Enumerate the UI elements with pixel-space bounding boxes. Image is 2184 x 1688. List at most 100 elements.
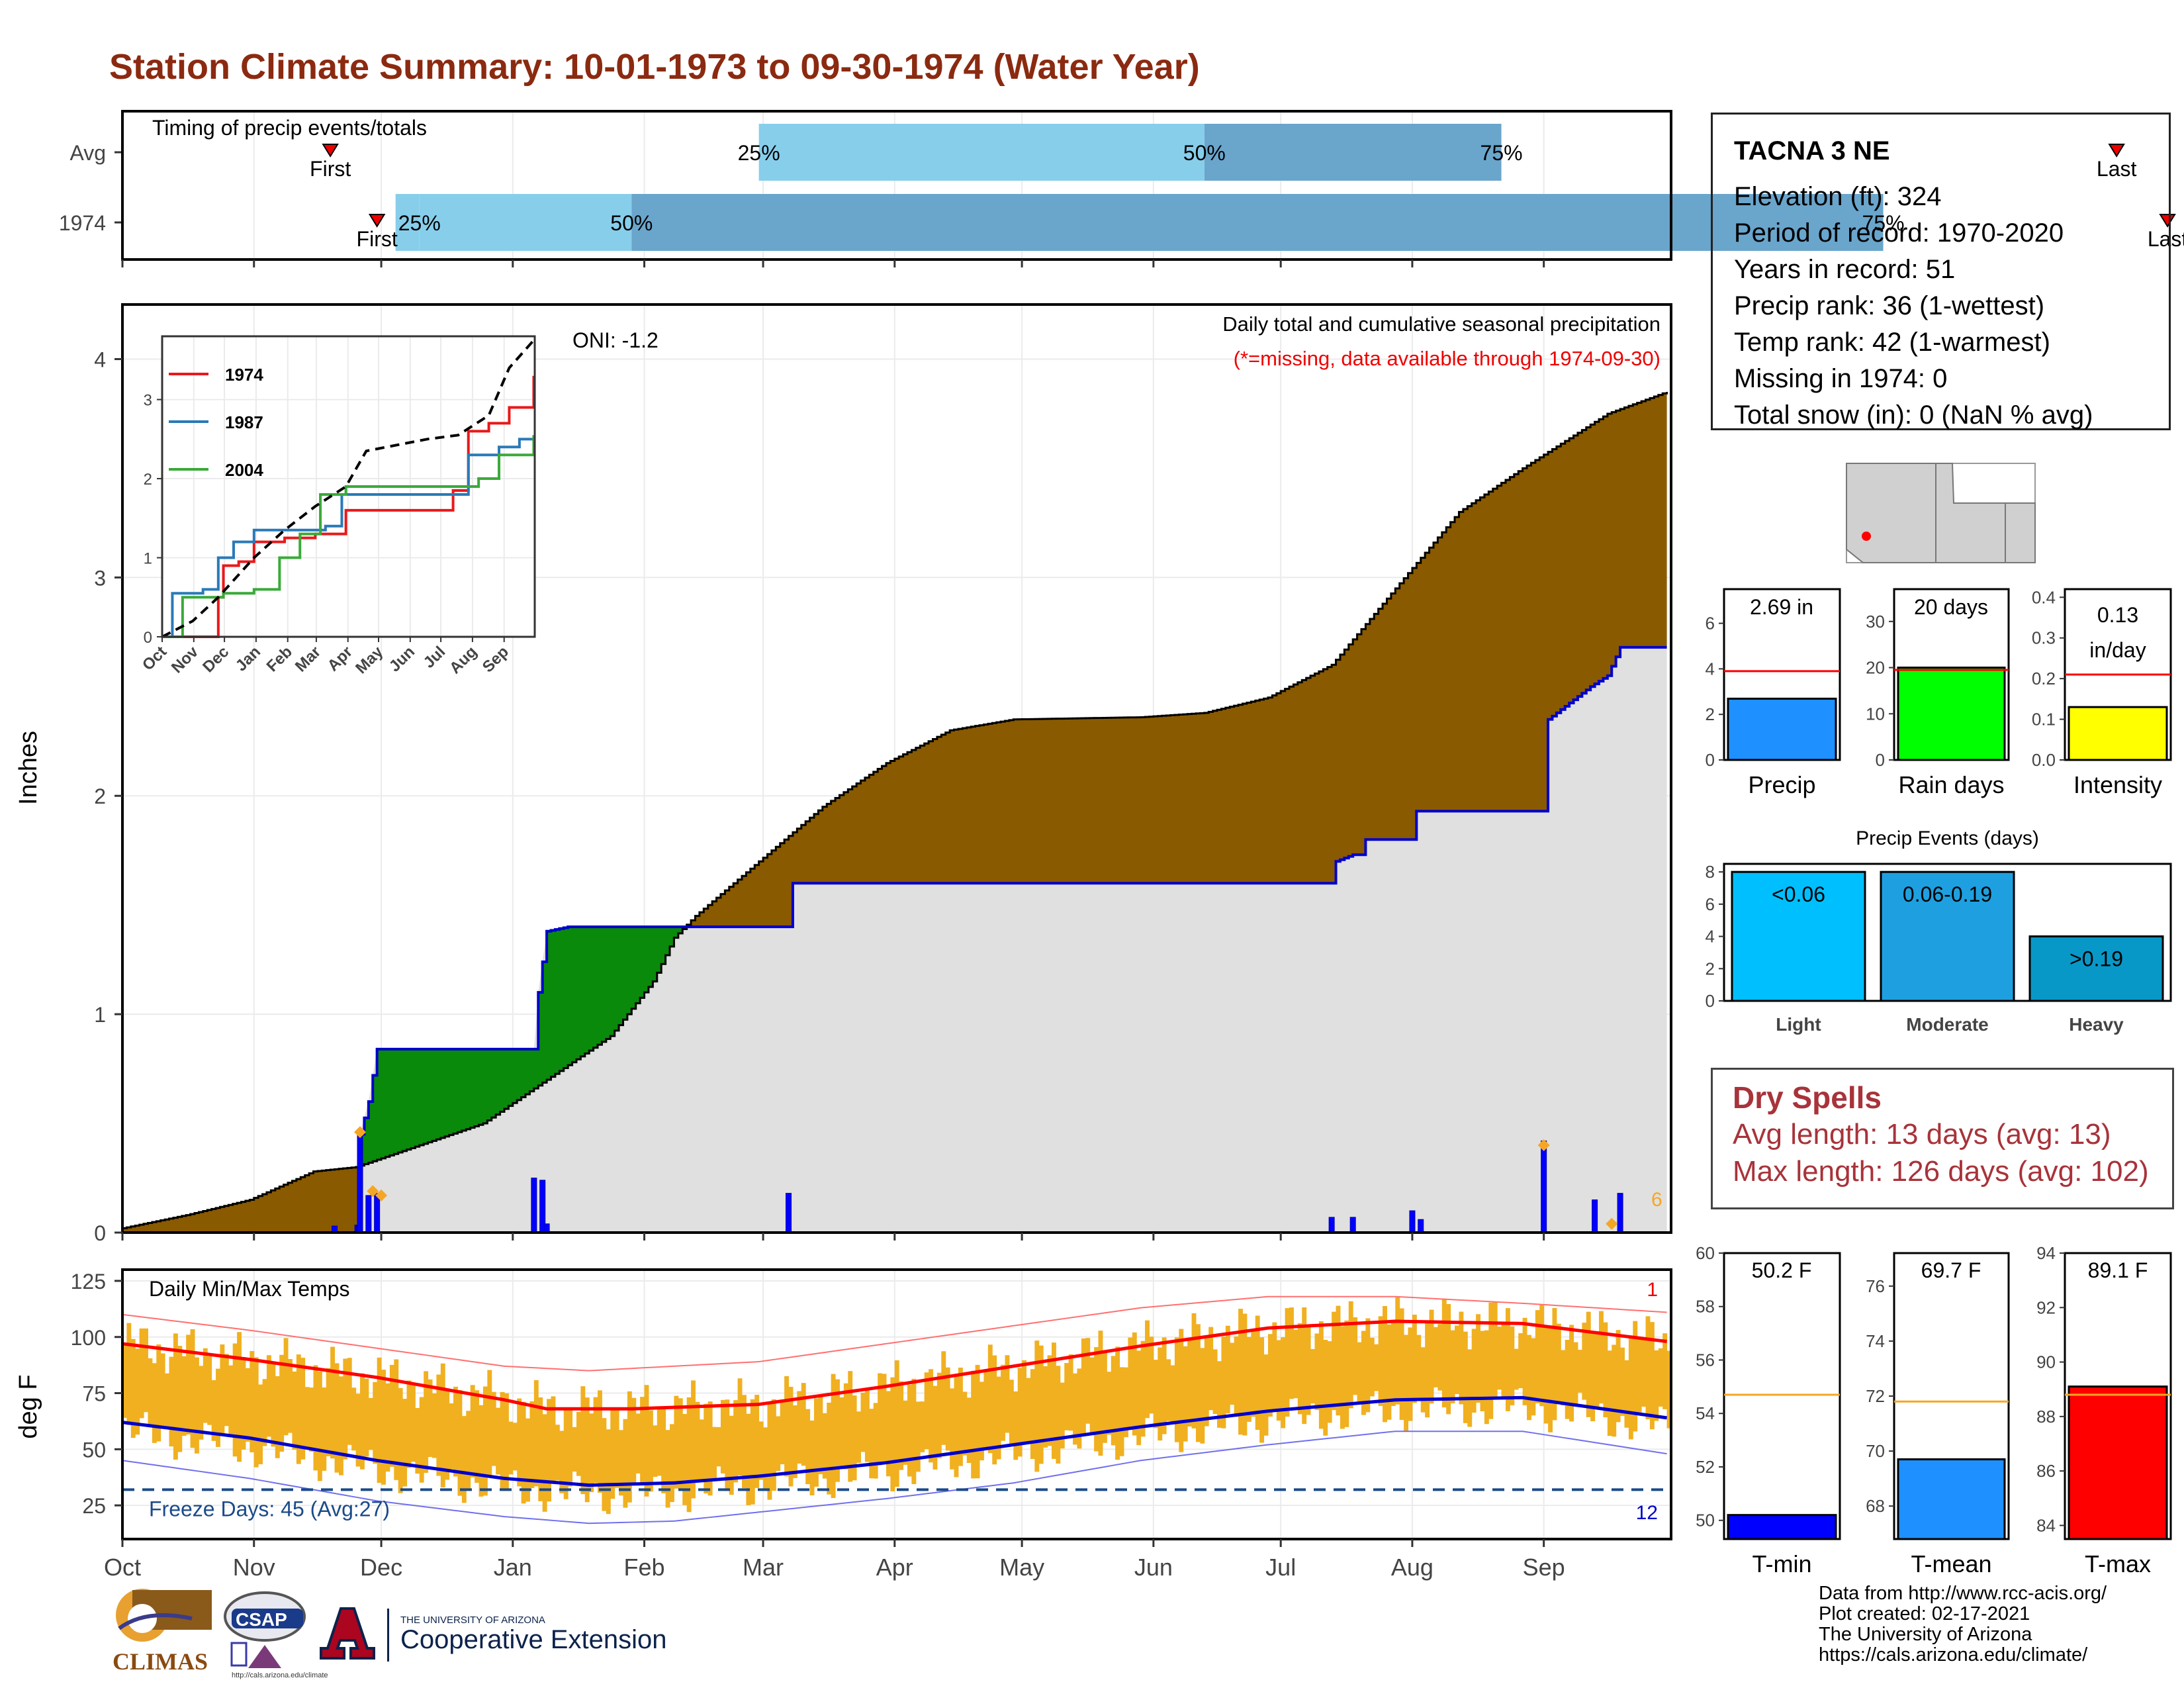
- inset-y-tick-label: 2: [144, 471, 152, 489]
- ua-coop-extension: Cooperative Extension: [400, 1625, 666, 1654]
- temp-x-tick-label: Oct: [104, 1554, 141, 1581]
- temp-x-tick-label: Sep: [1523, 1554, 1565, 1581]
- intensity-y-tick-label: 0.1: [2032, 710, 2056, 729]
- temp-y-tick-label: 50: [82, 1438, 106, 1462]
- temp-y-tick-label: 125: [71, 1270, 106, 1293]
- timing-title: Timing of precip events/totals: [152, 116, 427, 140]
- precip-y-tick-label: 2: [94, 784, 106, 808]
- credit-data-source: Data from http://www.rcc-acis.org/: [1819, 1583, 2107, 1604]
- station-line-years: Years in record: 51: [1734, 255, 1956, 284]
- tmax-y-tick-label: 88: [2036, 1407, 2056, 1427]
- precip_total-label: Precip: [1748, 771, 1815, 798]
- oni-label: ONI: -1.2: [572, 328, 659, 352]
- tmin-panel: [1723, 1252, 1841, 1540]
- precip-y-tick-label: 3: [94, 566, 106, 590]
- temp-record-high-count: 1: [1647, 1279, 1658, 1301]
- timing-first-label: First: [310, 157, 351, 181]
- precip-daily-bar: [1328, 1217, 1335, 1233]
- precip-daily-bar: [1409, 1210, 1416, 1233]
- logos: CLIMAS CSAP http://cals.arizona.edu/clim…: [113, 1589, 666, 1679]
- credit-url: https://cals.arizona.edu/climate/: [1819, 1644, 2088, 1665]
- precip-year-cumulative-line: [122, 645, 1667, 1234]
- station-location-dot: [1862, 532, 1871, 541]
- precip-daily-bar: [1349, 1217, 1356, 1233]
- precip-panel-border: [121, 303, 1672, 1234]
- inset-legend-label: 1974: [225, 365, 263, 385]
- precip-y-tick-label: 0: [94, 1221, 106, 1245]
- tmin-y-tick-label: 56: [1696, 1350, 1715, 1370]
- inset-series-1987: [162, 435, 535, 638]
- freeze-days-label: Freeze Days: 45 (Avg:27): [149, 1497, 390, 1521]
- timing-row-label: 1974: [59, 211, 106, 235]
- precip_total-y-tick-label: 4: [1706, 659, 1715, 679]
- events-y-tick-label: 0: [1706, 991, 1715, 1011]
- tmean-y-tick-label: 74: [1866, 1331, 1885, 1351]
- tmin-y-tick-label: 50: [1696, 1511, 1715, 1530]
- temp-panel-border: [121, 1268, 1672, 1540]
- precip-daily-bar: [374, 1193, 381, 1233]
- tmin-y-tick-label: 58: [1696, 1297, 1715, 1317]
- precip_total-y-tick-label: 0: [1706, 750, 1715, 770]
- intensity-label: Intensity: [2073, 771, 2162, 798]
- timing-pct-label: 50%: [610, 211, 653, 235]
- temp-y-axis-label: deg F: [15, 1374, 42, 1438]
- timing-pct-label: 75%: [1480, 141, 1523, 165]
- tmax-y-tick-label: 84: [2036, 1515, 2056, 1535]
- timing-last-label: Last: [2097, 157, 2137, 181]
- events-category-label: Moderate: [1906, 1014, 1988, 1035]
- intensity-bar: [2068, 706, 2168, 761]
- station-info-box: TACNA 3 NE Elevation (ft): 324 Period of…: [1711, 113, 2171, 430]
- timing-pct-label: 25%: [738, 141, 780, 165]
- csap-logo: CSAP http://cals.arizona.edu/climate: [224, 1591, 328, 1679]
- station-name: TACNA 3 NE: [1734, 136, 1890, 165]
- locator-map-region: [1846, 463, 2036, 563]
- precip-event-marker: [354, 1126, 367, 1139]
- events-y-tick-label: 8: [1706, 862, 1715, 882]
- rain_days-label: Rain days: [1898, 771, 2004, 798]
- temp-y-tick-label: 25: [82, 1494, 106, 1518]
- temp-x-tick-label: Feb: [624, 1554, 665, 1581]
- tmax-y-tick-label: 86: [2036, 1461, 2056, 1481]
- events-bar-label: <0.06: [1772, 882, 1825, 906]
- climas-logo: CLIMAS: [113, 1589, 212, 1675]
- dry-spells-title: Dry Spells: [1733, 1080, 1882, 1115]
- tmin-y-tick-label: 60: [1696, 1243, 1715, 1263]
- tmean-value: 69.7 F: [1921, 1258, 1981, 1282]
- timing-row-label: Avg: [69, 141, 106, 165]
- precip-event-marker: [375, 1189, 388, 1201]
- station-line-elevation: Elevation (ft): 324: [1734, 182, 1942, 211]
- tmean-y-tick-label: 76: [1866, 1276, 1885, 1296]
- events-y-tick-label: 4: [1706, 927, 1715, 947]
- tmin-bar: [1727, 1514, 1837, 1540]
- precip_total-y-tick-label: 6: [1706, 614, 1715, 633]
- precip_total-y-tick-label: 2: [1706, 704, 1715, 724]
- rain_days-bar: [1897, 667, 2006, 761]
- events-category-label: Heavy: [2069, 1014, 2124, 1035]
- tmax-value: 89.1 F: [2088, 1258, 2148, 1282]
- intensity-y-tick-label: 0.2: [2032, 669, 2056, 688]
- tmean-y-tick-label: 72: [1866, 1386, 1885, 1406]
- dry-spells-avg: Avg length: 13 days (avg: 13): [1733, 1118, 2111, 1150]
- timing-marker-first: [322, 144, 339, 158]
- timing-bar-25-50: [758, 124, 1205, 181]
- temp-title: Daily Min/Max Temps: [149, 1277, 349, 1301]
- events-bar-light: [1731, 870, 1866, 1002]
- temp-x-tick-label: Jan: [494, 1554, 532, 1581]
- station-line-missing: Missing in 1974: 0: [1734, 364, 1948, 393]
- precip-note-title: Daily total and cumulative seasonal prec…: [1222, 312, 1661, 336]
- inset-y-tick-label: 0: [144, 629, 152, 647]
- rain_days-y-tick-label: 20: [1866, 658, 1885, 678]
- inset-y-tick-label: 1: [144, 550, 152, 568]
- temp-y-tick-label: 100: [71, 1326, 106, 1350]
- intensity-y-tick-label: 0.4: [2032, 587, 2056, 607]
- timing-pct-label: 75%: [1862, 211, 1905, 235]
- timing-last-label: Last: [2148, 227, 2184, 251]
- timing-bar-50-75: [1204, 124, 1502, 181]
- precip-event-marker: [1537, 1139, 1550, 1152]
- temp-x-tick-label: Jun: [1134, 1554, 1173, 1581]
- precip-surplus-area: [360, 927, 687, 1166]
- precip-y-tick-label: 4: [94, 348, 106, 371]
- dry-spells-max: Max length: 126 days (avg: 102): [1733, 1155, 2149, 1188]
- events-bar-label: >0.19: [2070, 947, 2123, 971]
- temp-record-min-line: [122, 1430, 1667, 1524]
